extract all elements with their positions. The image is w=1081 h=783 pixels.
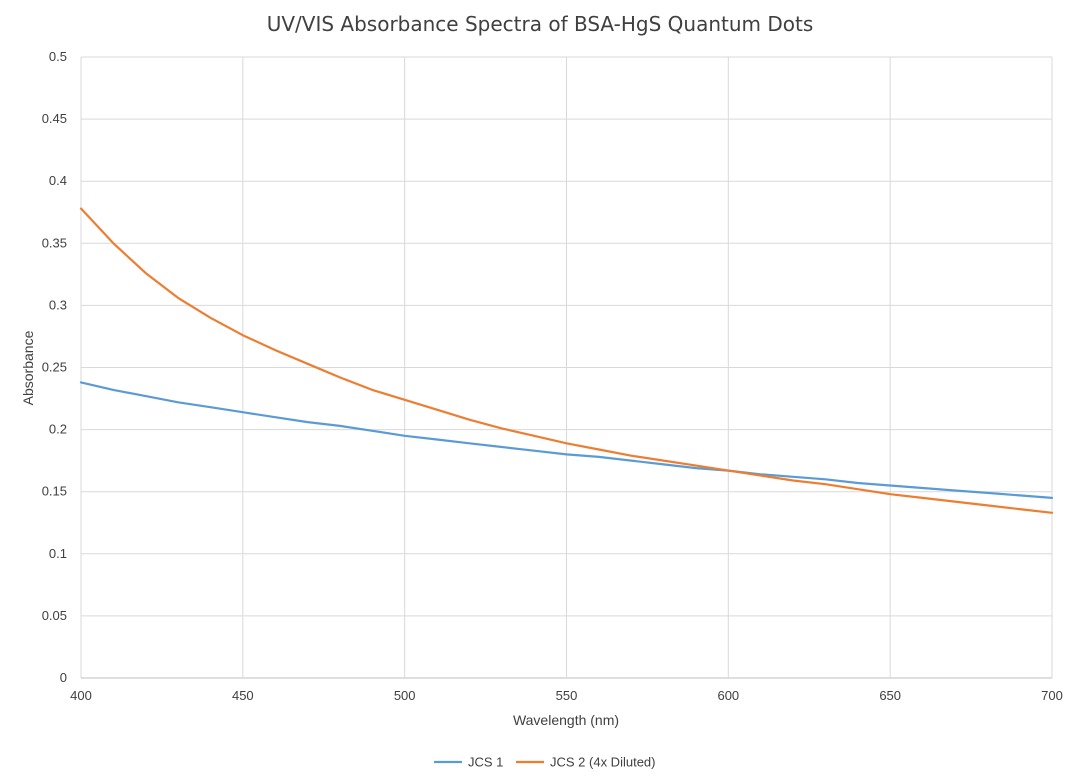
y-tick-label: 0.3	[49, 297, 67, 312]
y-tick-label: 0.1	[49, 546, 67, 561]
series-line-2	[79, 207, 1054, 514]
legend-label-1: JCS 1	[468, 755, 503, 770]
x-tick-label: 600	[717, 688, 739, 703]
x-tick-label: 450	[232, 688, 254, 703]
x-tick-label: 500	[394, 688, 416, 703]
y-tick-label: 0.45	[42, 111, 67, 126]
chart-title: UV/VIS Absorbance Spectra of BSA-HgS Qua…	[267, 12, 814, 36]
x-tick-label: 400	[70, 688, 92, 703]
y-tick-label: 0.4	[49, 173, 67, 188]
y-tick-label: 0.05	[42, 608, 67, 623]
y-tick-label: 0.5	[49, 49, 67, 64]
gridlines	[80, 56, 1053, 679]
series-line-1	[79, 381, 1054, 499]
x-tick-label: 550	[556, 688, 578, 703]
x-tick-label: 650	[879, 688, 901, 703]
y-tick-label: 0.2	[49, 422, 67, 437]
legend: JCS 1 JCS 2 (4x Diluted)	[434, 755, 655, 770]
y-tick-label: 0.15	[42, 484, 67, 499]
y-tick-label: 0.35	[42, 235, 67, 250]
legend-label-2: JCS 2 (4x Diluted)	[550, 755, 655, 770]
x-axis-title: Wavelength (nm)	[513, 712, 619, 728]
y-tick-label: 0.25	[42, 360, 67, 375]
series-lines	[79, 207, 1054, 514]
x-tick-label: 700	[1041, 688, 1063, 703]
y-tick-label: 0	[60, 670, 67, 685]
tick-labels: 0 0.05 0.1 0.15 0.2 0.25 0.3 0.35 0.4 0.45 0.5 400 4…	[42, 49, 1063, 703]
y-axis-title: Absorbance	[20, 330, 36, 405]
